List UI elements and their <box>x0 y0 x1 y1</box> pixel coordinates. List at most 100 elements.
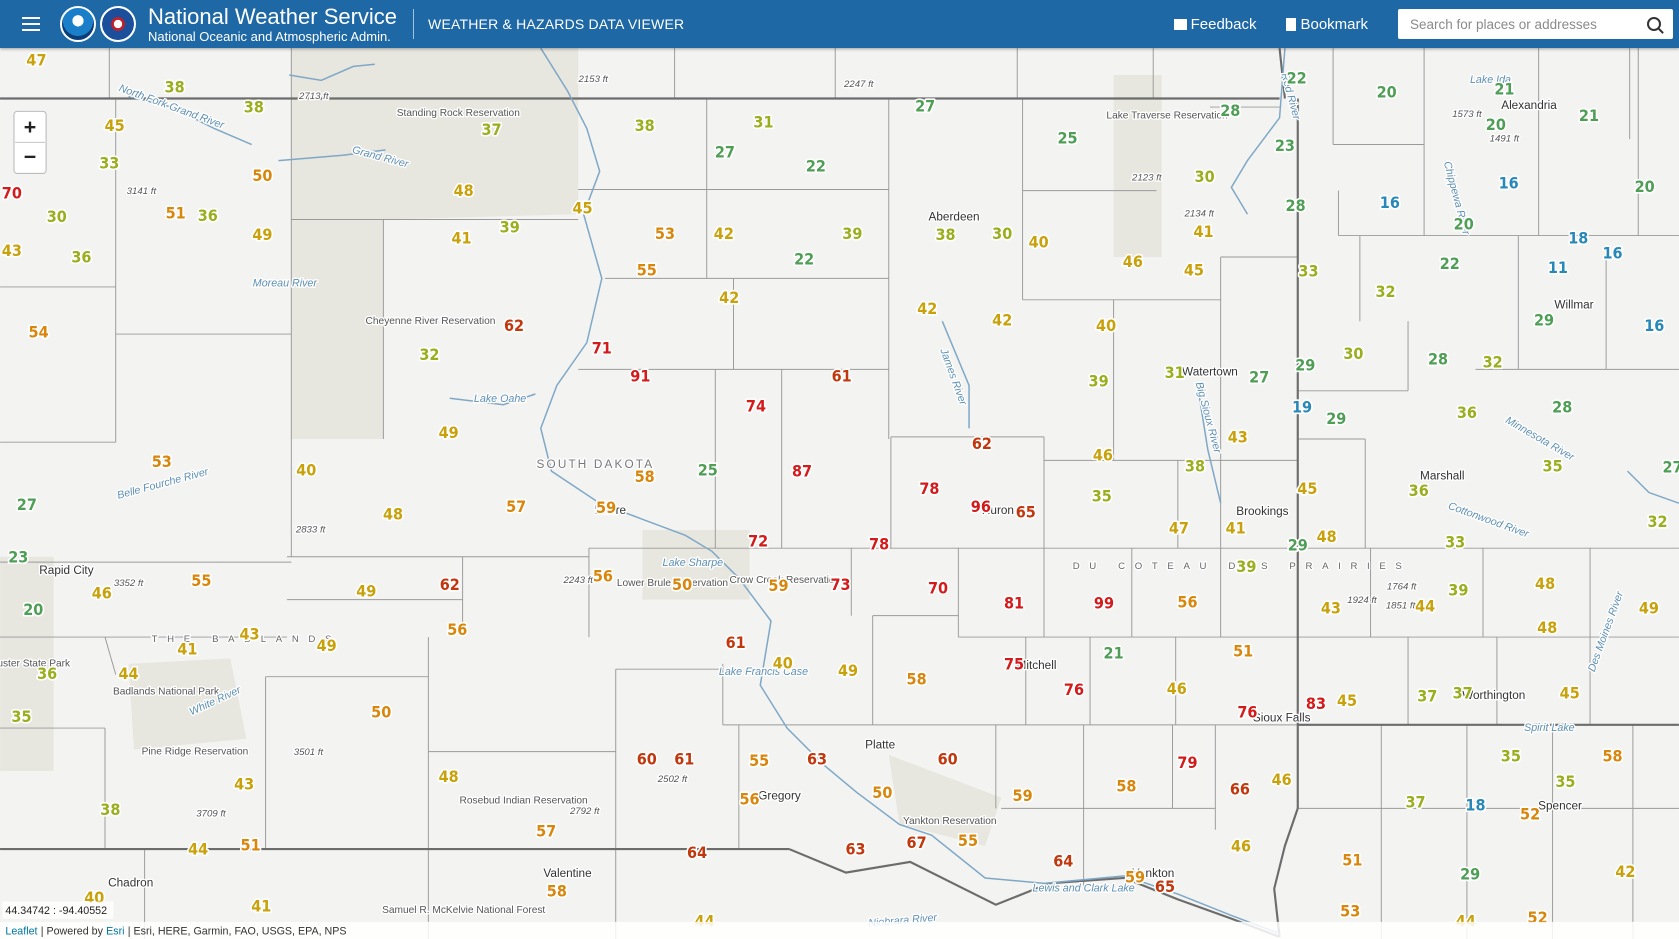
temperature: 91 <box>630 366 650 385</box>
bookmark-icon <box>1286 17 1297 31</box>
temperature: 99 <box>1094 593 1114 612</box>
temperature: 39 <box>1236 557 1256 576</box>
place-label: Gregory <box>758 790 801 803</box>
place-label: DU COTEAU DES PRAIRIES <box>1073 561 1412 572</box>
temperature: 30 <box>1195 167 1215 186</box>
feedback-button[interactable]: Feedback <box>1173 16 1256 33</box>
temperature: 78 <box>869 534 889 553</box>
temperature: 31 <box>753 113 773 132</box>
temperature: 55 <box>191 571 211 590</box>
shaded-area <box>888 754 1002 846</box>
temperature: 49 <box>439 423 459 442</box>
temperature: 41 <box>451 228 471 247</box>
temperature: 20 <box>23 600 43 619</box>
site-title[interactable]: National Weather Service <box>148 3 398 29</box>
place-label: 3352 ft <box>114 578 145 589</box>
temperature: 63 <box>846 840 866 859</box>
temperature: 37 <box>1405 793 1425 812</box>
place-label: 1924 ft <box>1347 595 1378 606</box>
place-label: 1573 ft <box>1452 109 1483 120</box>
temperature: 46 <box>1231 836 1251 855</box>
temperature: 42 <box>714 224 734 243</box>
temperature: 28 <box>1552 397 1572 416</box>
temperature: 40 <box>1029 233 1049 252</box>
river <box>1230 48 1286 215</box>
place-label: 3501 ft <box>294 747 325 758</box>
county-line <box>104 636 117 675</box>
temperature: 29 <box>1326 409 1346 428</box>
temperature: 48 <box>454 181 474 200</box>
river <box>1198 396 1222 504</box>
nws-logo[interactable] <box>100 6 136 42</box>
temperature: 42 <box>719 288 739 307</box>
temperature: 48 <box>1537 618 1557 637</box>
temperature: 36 <box>37 664 57 683</box>
temperature: 67 <box>907 833 927 852</box>
place-label: Rosebud Indian Reservation <box>460 796 588 807</box>
noaa-logo[interactable] <box>60 6 96 42</box>
temperature: 39 <box>1448 581 1468 600</box>
temperature: 29 <box>1288 536 1308 555</box>
place-label: Lewis and Clark Lake <box>1033 883 1135 895</box>
temperature: 33 <box>99 153 119 172</box>
place-label: 2502 ft <box>657 774 689 785</box>
place-label: 2713 ft <box>298 91 330 102</box>
temperature: 38 <box>1185 456 1205 475</box>
attribution-bar <box>0 921 1679 939</box>
temperature: 38 <box>244 98 264 117</box>
temperature: 83 <box>1306 694 1326 713</box>
temperature: 45 <box>105 116 125 135</box>
temperature: 20 <box>1377 83 1397 102</box>
temperature: 21 <box>1494 79 1514 98</box>
temperature: 37 <box>1453 683 1473 702</box>
temperature: 56 <box>1177 592 1197 611</box>
temperature: 74 <box>746 396 766 415</box>
menu-button[interactable] <box>22 17 40 31</box>
header-titles: National Weather Service National Oceani… <box>148 3 398 43</box>
temperature: 52 <box>1520 804 1540 823</box>
temperature: 35 <box>1555 772 1575 791</box>
temperature: 32 <box>1483 352 1503 371</box>
temperature: 22 <box>1287 69 1307 88</box>
place-label: Moreau River <box>253 278 318 290</box>
temperature: 41 <box>1193 222 1213 241</box>
zoom-out[interactable]: − <box>24 145 37 169</box>
river <box>278 149 386 162</box>
shaded-area <box>642 529 750 600</box>
temperature: 38 <box>100 800 120 819</box>
temperature: 61 <box>726 633 746 652</box>
temperature: 55 <box>637 260 657 279</box>
temperature: 20 <box>1635 177 1655 196</box>
temperature: 29 <box>1534 311 1554 330</box>
temperature: 59 <box>768 576 788 595</box>
temperature: 39 <box>500 218 520 237</box>
temperature: 62 <box>440 575 460 594</box>
leaflet-link[interactable]: Leaflet <box>5 925 37 937</box>
temperature: 49 <box>252 225 272 244</box>
search-icon[interactable] <box>1647 17 1661 31</box>
temperature: 18 <box>1568 228 1588 247</box>
bookmark-button[interactable]: Bookmark <box>1286 16 1368 33</box>
place-label: Pierre <box>595 504 627 517</box>
temperature: 25 <box>1058 129 1078 148</box>
place-label: Huron <box>982 504 1014 517</box>
temperature: 39 <box>1089 372 1109 391</box>
place-label: Standing Rock Reservation <box>397 108 520 119</box>
temperature: 70 <box>928 578 948 597</box>
zoom-in[interactable]: + <box>24 115 37 139</box>
place-label: Spencer <box>1538 799 1582 812</box>
temperature: 51 <box>1342 850 1362 869</box>
river <box>289 63 375 82</box>
temperature: 79 <box>1177 753 1197 772</box>
esri-link[interactable]: Esri <box>106 925 124 937</box>
temperature: 75 <box>1004 654 1024 673</box>
temperature: 38 <box>165 77 185 96</box>
search-box[interactable]: Search for places or addresses <box>1398 9 1673 39</box>
temperature: 61 <box>674 750 694 769</box>
temperature: 41 <box>1226 518 1246 537</box>
place-label: 2792 ft <box>569 806 601 817</box>
place-label: 1491 ft <box>1490 134 1521 145</box>
temperature: 47 <box>26 51 46 70</box>
